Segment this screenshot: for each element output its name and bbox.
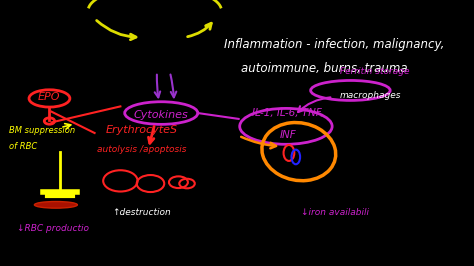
Text: autoimmune, burns, trauma: autoimmune, burns, trauma bbox=[241, 62, 407, 75]
Text: macrophages: macrophages bbox=[340, 92, 401, 101]
Text: Inflammation - infection, malignancy,: Inflammation - infection, malignancy, bbox=[224, 38, 444, 51]
Text: of RBC: of RBC bbox=[9, 142, 37, 151]
Text: INF: INF bbox=[280, 130, 296, 140]
Text: ↑destruction: ↑destruction bbox=[112, 209, 171, 218]
Text: Cytokines: Cytokines bbox=[134, 110, 189, 120]
Text: EPO: EPO bbox=[38, 92, 61, 102]
Text: ↓RBC productio: ↓RBC productio bbox=[17, 225, 89, 234]
Text: autolysis /apoptosis: autolysis /apoptosis bbox=[97, 145, 187, 154]
Ellipse shape bbox=[35, 202, 77, 208]
Text: BM suppression: BM suppression bbox=[9, 126, 75, 135]
Text: ↓iron availabili: ↓iron availabili bbox=[301, 209, 369, 218]
Text: Ferritin storage: Ferritin storage bbox=[340, 68, 409, 77]
Text: IL-1, IL-6, TNF,: IL-1, IL-6, TNF, bbox=[252, 108, 324, 118]
Text: ErythrocyteS: ErythrocyteS bbox=[106, 125, 178, 135]
